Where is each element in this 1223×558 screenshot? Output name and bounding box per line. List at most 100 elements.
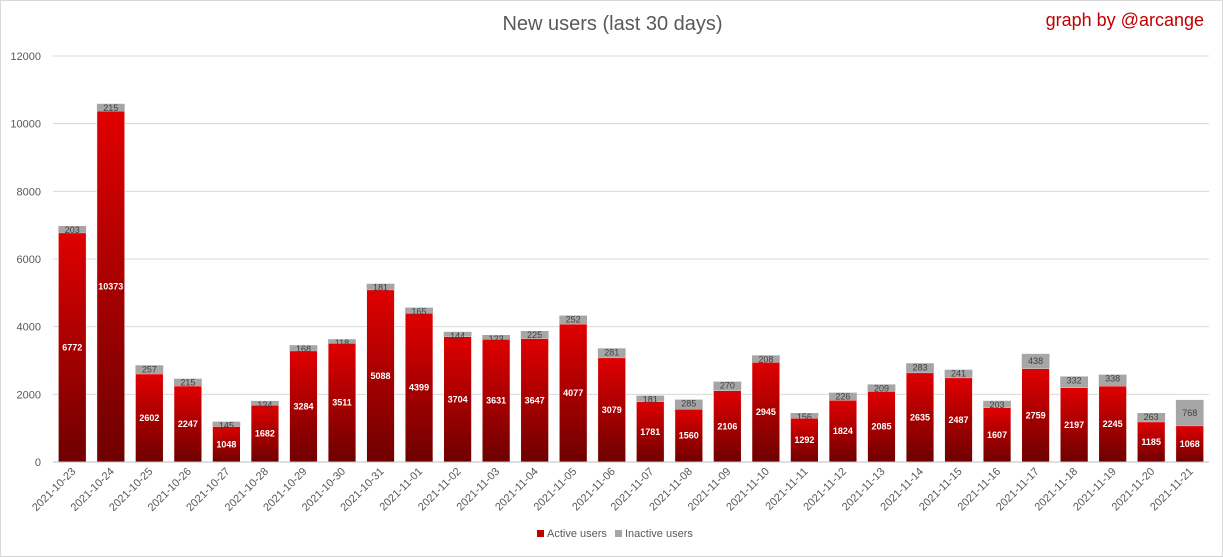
active-value-label: 2197 — [1064, 420, 1084, 430]
active-value-label: 10373 — [98, 282, 123, 292]
bar-inactive-users — [983, 400, 1011, 408]
bar-inactive-users — [559, 315, 588, 325]
active-value-label: 1185 — [1141, 437, 1161, 447]
inactive-value-label: 123 — [489, 334, 504, 344]
active-value-label: 3631 — [486, 396, 506, 406]
legend: Active users Inactive users — [537, 528, 693, 540]
bar-inactive-users — [674, 399, 703, 410]
active-value-label: 3079 — [602, 405, 622, 415]
active-value-label: 3284 — [293, 401, 313, 411]
inactive-value-label: 208 — [758, 354, 773, 364]
bar-active-users — [982, 407, 1012, 463]
bar-active-users — [212, 426, 241, 463]
active-value-label: 2635 — [910, 412, 930, 422]
y-tick-label: 0 — [35, 457, 41, 469]
y-tick-label: 12000 — [10, 51, 41, 63]
bar-inactive-users — [1021, 353, 1050, 369]
bar-inactive-users — [867, 384, 896, 392]
inactive-value-label: 252 — [566, 315, 581, 325]
y-tick-label: 4000 — [17, 322, 41, 334]
inactive-value-label: 332 — [1067, 375, 1082, 385]
bar-inactive-users — [482, 334, 511, 340]
bar-inactive-users — [713, 381, 742, 391]
active-value-label: 1682 — [255, 429, 275, 439]
active-value-label: 1292 — [794, 435, 814, 445]
inactive-value-label: 283 — [912, 362, 927, 372]
inactive-value-label: 144 — [450, 331, 465, 341]
active-value-label: 2759 — [1026, 410, 1046, 420]
legend-label: Active users — [547, 528, 607, 540]
bar-inactive-users — [366, 283, 395, 290]
inactive-value-label: 285 — [681, 399, 696, 409]
active-value-label: 1607 — [987, 430, 1007, 440]
bar-inactive-users — [944, 369, 973, 378]
inactive-value-label: 270 — [720, 381, 735, 391]
active-value-label: 3511 — [332, 398, 352, 408]
active-value-label: 2602 — [139, 413, 159, 423]
inactive-value-label: 181 — [373, 283, 388, 293]
inactive-value-label: 438 — [1028, 356, 1043, 366]
bar-inactive-users — [443, 331, 472, 337]
bar-inactive-users — [751, 355, 780, 363]
legend-swatch — [537, 530, 544, 537]
bar-inactive-users — [906, 363, 934, 373]
bar-inactive-users — [790, 413, 819, 419]
bar-inactive-users — [212, 421, 241, 427]
active-value-label: 1068 — [1180, 439, 1200, 449]
bar-active-users — [828, 400, 858, 463]
active-value-label: 4399 — [409, 383, 429, 393]
active-value-label: 3647 — [525, 395, 545, 405]
bar-active-users — [1021, 368, 1050, 463]
legend-label: Inactive users — [625, 528, 693, 540]
active-value-label: 3704 — [448, 394, 468, 404]
bar-active-users — [482, 338, 511, 463]
active-value-label: 1048 — [216, 439, 236, 449]
bar-inactive-users — [829, 392, 857, 401]
bar-active-users — [1175, 425, 1204, 463]
bar-inactive-users — [96, 103, 125, 112]
y-tick-label: 6000 — [17, 254, 41, 266]
bar-active-users — [96, 110, 125, 463]
active-value-label: 2247 — [178, 419, 198, 429]
bar-active-users — [751, 362, 780, 463]
bar-active-users — [1060, 387, 1089, 463]
bar-active-users — [1098, 385, 1127, 463]
bar-active-users — [443, 336, 472, 463]
bars — [58, 103, 1204, 463]
bar-active-users — [597, 357, 626, 463]
active-value-label: 1781 — [640, 427, 660, 437]
inactive-value-label: 156 — [797, 412, 812, 422]
inactive-value-label: 118 — [335, 338, 349, 348]
bar-active-users — [58, 232, 87, 463]
bar-inactive-users — [58, 226, 87, 233]
bar-active-users — [674, 408, 703, 463]
y-tick-label: 10000 — [10, 119, 41, 131]
y-tick-label: 2000 — [17, 389, 41, 401]
bar-inactive-users — [520, 330, 549, 339]
bar-active-users — [867, 391, 896, 463]
inactive-value-label: 203 — [990, 400, 1005, 410]
active-value-label: 4077 — [563, 388, 583, 398]
bar-inactive-users — [251, 400, 279, 406]
active-value-label: 6772 — [62, 342, 82, 352]
active-value-label: 2106 — [717, 421, 737, 431]
inactive-value-label: 209 — [874, 383, 889, 393]
bar-inactive-users — [405, 307, 433, 314]
inactive-value-label: 241 — [951, 369, 966, 379]
y-tick-label: 8000 — [17, 186, 41, 198]
bar-inactive-users — [597, 348, 626, 358]
inactive-value-label: 768 — [1182, 408, 1197, 418]
chart-title: New users (last 30 days) — [502, 13, 723, 35]
bar-active-users — [944, 377, 973, 463]
inactive-value-label: 226 — [835, 392, 850, 402]
inactive-value-label: 338 — [1105, 374, 1120, 384]
inactive-value-label: 145 — [219, 421, 234, 431]
inactive-value-label: 215 — [103, 103, 118, 113]
active-value-label: 2085 — [871, 422, 891, 432]
active-value-label: 2245 — [1103, 419, 1123, 429]
active-value-label: 2487 — [949, 415, 969, 425]
bar-active-users — [404, 312, 434, 463]
inactive-value-label: 124 — [257, 400, 272, 410]
active-value-label: 1560 — [679, 431, 699, 441]
inactive-value-label: 225 — [527, 330, 542, 340]
